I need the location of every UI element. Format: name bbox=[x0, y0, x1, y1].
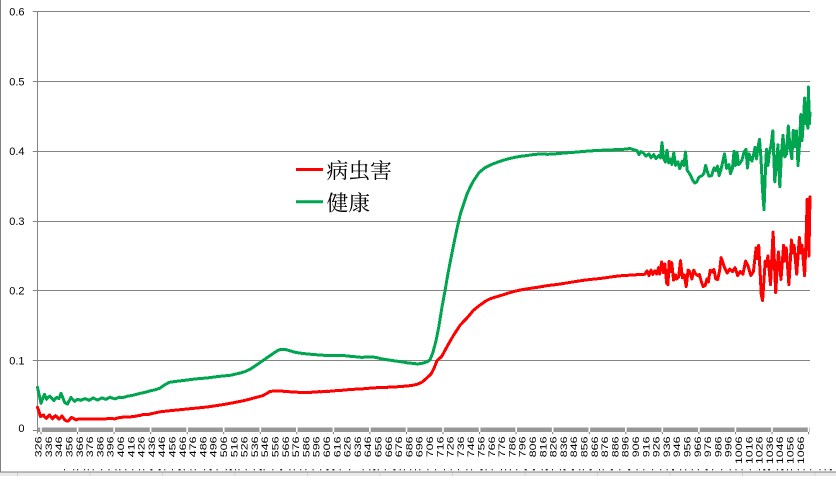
svg-text:936: 936 bbox=[662, 437, 673, 458]
svg-text:576: 576 bbox=[291, 437, 302, 458]
svg-text:1006: 1006 bbox=[734, 437, 745, 465]
svg-text:566: 566 bbox=[281, 437, 292, 458]
svg-text:696: 696 bbox=[415, 437, 426, 458]
svg-text:426: 426 bbox=[137, 437, 148, 458]
svg-text:726: 726 bbox=[446, 437, 457, 458]
svg-text:326: 326 bbox=[34, 437, 45, 458]
svg-text:826: 826 bbox=[549, 437, 560, 458]
svg-text:906: 906 bbox=[631, 437, 642, 458]
svg-text:0.4: 0.4 bbox=[9, 146, 24, 158]
svg-text:406: 406 bbox=[116, 437, 127, 458]
svg-text:606: 606 bbox=[322, 437, 333, 458]
svg-text:0.5: 0.5 bbox=[9, 76, 24, 88]
svg-text:656: 656 bbox=[374, 437, 385, 458]
svg-text:436: 436 bbox=[147, 437, 158, 458]
svg-text:1016: 1016 bbox=[744, 437, 755, 465]
svg-text:376: 376 bbox=[85, 437, 96, 458]
svg-text:596: 596 bbox=[312, 437, 323, 458]
svg-text:736: 736 bbox=[456, 437, 467, 458]
svg-text:0.3: 0.3 bbox=[9, 216, 24, 228]
svg-text:446: 446 bbox=[157, 437, 168, 458]
svg-text:1056: 1056 bbox=[786, 437, 797, 465]
svg-text:966: 966 bbox=[693, 437, 704, 458]
svg-text:816: 816 bbox=[538, 437, 549, 458]
svg-text:486: 486 bbox=[198, 437, 209, 458]
svg-text:686: 686 bbox=[404, 437, 415, 458]
svg-text:896: 896 bbox=[621, 437, 632, 458]
svg-text:676: 676 bbox=[394, 437, 405, 458]
svg-text:946: 946 bbox=[672, 437, 683, 458]
svg-text:366: 366 bbox=[75, 437, 86, 458]
svg-text:806: 806 bbox=[528, 437, 539, 458]
svg-text:976: 976 bbox=[703, 437, 714, 458]
svg-text:526: 526 bbox=[240, 437, 251, 458]
svg-text:536: 536 bbox=[250, 437, 261, 458]
svg-text:356: 356 bbox=[64, 437, 75, 458]
svg-text:796: 796 bbox=[518, 437, 529, 458]
svg-text:1066: 1066 bbox=[796, 437, 807, 465]
svg-text:716: 716 bbox=[435, 437, 446, 458]
svg-text:336: 336 bbox=[44, 437, 55, 458]
svg-text:836: 836 bbox=[559, 437, 570, 458]
svg-text:756: 756 bbox=[477, 437, 488, 458]
svg-text:856: 856 bbox=[580, 437, 591, 458]
svg-text:416: 416 bbox=[126, 437, 137, 458]
svg-text:386: 386 bbox=[95, 437, 106, 458]
svg-text:916: 916 bbox=[641, 437, 652, 458]
svg-text:886: 886 bbox=[610, 437, 621, 458]
svg-text:1046: 1046 bbox=[775, 437, 786, 465]
svg-text:0: 0 bbox=[18, 423, 24, 435]
svg-text:926: 926 bbox=[652, 437, 663, 458]
svg-text:476: 476 bbox=[188, 437, 199, 458]
svg-text:706: 706 bbox=[425, 437, 436, 458]
svg-text:876: 876 bbox=[600, 437, 611, 458]
svg-text:0.2: 0.2 bbox=[9, 286, 24, 298]
svg-text:956: 956 bbox=[683, 437, 694, 458]
svg-text:786: 786 bbox=[507, 437, 518, 458]
svg-text:846: 846 bbox=[569, 437, 580, 458]
svg-text:0.6: 0.6 bbox=[9, 7, 24, 19]
svg-text:636: 636 bbox=[353, 437, 364, 458]
svg-text:646: 646 bbox=[363, 437, 374, 458]
svg-text:866: 866 bbox=[590, 437, 601, 458]
svg-text:466: 466 bbox=[178, 437, 189, 458]
svg-text:506: 506 bbox=[219, 437, 230, 458]
svg-text:666: 666 bbox=[384, 437, 395, 458]
svg-text:986: 986 bbox=[713, 437, 724, 458]
svg-text:346: 346 bbox=[54, 437, 65, 458]
svg-text:1026: 1026 bbox=[755, 437, 766, 465]
svg-text:746: 746 bbox=[466, 437, 477, 458]
svg-text:396: 396 bbox=[106, 437, 117, 458]
svg-text:546: 546 bbox=[260, 437, 271, 458]
svg-text:996: 996 bbox=[724, 437, 735, 458]
svg-text:1036: 1036 bbox=[765, 437, 776, 465]
svg-text:616: 616 bbox=[332, 437, 343, 458]
svg-text:456: 456 bbox=[168, 437, 179, 458]
svg-text:556: 556 bbox=[271, 437, 282, 458]
svg-text:626: 626 bbox=[343, 437, 354, 458]
svg-text:766: 766 bbox=[487, 437, 498, 458]
svg-text:776: 776 bbox=[497, 437, 508, 458]
svg-text:586: 586 bbox=[301, 437, 312, 458]
svg-text:0.1: 0.1 bbox=[9, 355, 24, 367]
svg-text:496: 496 bbox=[209, 437, 220, 458]
svg-text:516: 516 bbox=[229, 437, 240, 458]
